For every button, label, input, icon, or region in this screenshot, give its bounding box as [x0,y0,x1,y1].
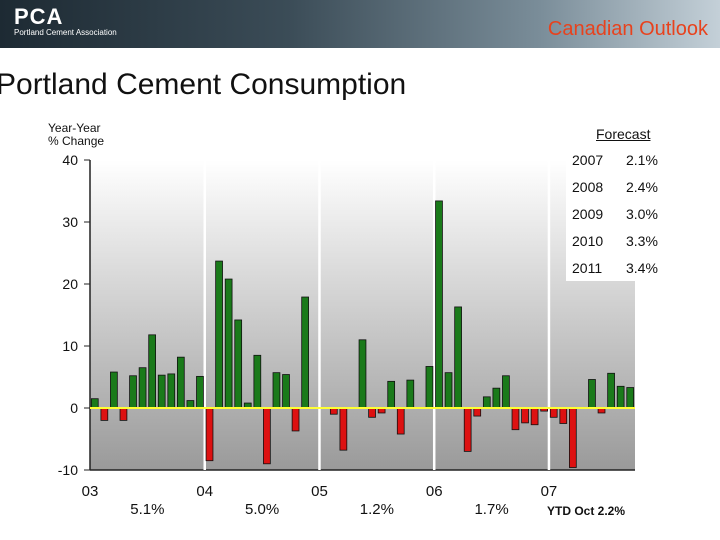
logo-mark: PCA [14,4,64,29]
bar [148,334,156,409]
year-label: 07 [541,483,558,500]
bar [138,367,147,409]
annual-change-label: 1.2% [360,501,394,518]
bar [406,379,415,409]
bar [263,407,271,465]
bar [368,407,376,418]
bar [626,387,635,409]
chart-title: Portland Cement Consumption [0,68,407,101]
bar [224,278,233,409]
forecast-year: 2011 [572,260,603,276]
bar [492,387,501,409]
header-title: Canadian Outlook [547,18,708,40]
forecast-row: 2010 3.3% [572,233,658,249]
pca-logo: PCA Portland Cement Association [14,4,117,37]
year-label: 05 [311,483,328,500]
y-tick-label: 0 [70,400,78,416]
year-label: 06 [426,483,443,500]
bar [90,398,99,409]
y-axis-label: Year-Year % Change [48,122,104,148]
bar [569,407,577,468]
bar [530,407,539,426]
bar [511,407,520,431]
year-label: 03 [82,483,99,500]
bar [588,379,596,409]
bar [444,372,453,409]
forecast-value: 3.3% [626,233,658,249]
forecast-value: 3.4% [626,260,658,276]
annual-change-label: 5.0% [245,501,279,518]
forecast-year: 2009 [572,206,604,222]
bar [616,385,625,409]
bar [129,375,137,409]
bar [186,400,195,409]
bar [100,407,109,421]
bar [215,260,223,409]
forecast-row: 2007 2.1% [572,152,658,168]
forecast-year: 2010 [572,233,604,249]
bar [167,373,176,409]
y-axis-label-line2: % Change [48,134,105,148]
bar [473,407,482,417]
bar [358,339,367,409]
forecast-value: 2.1% [626,152,658,168]
bar [502,375,510,409]
logo-subtitle: Portland Cement Association [14,28,117,37]
bar [549,407,558,418]
bar [157,374,166,409]
bar [454,306,462,409]
bar [291,407,300,432]
annual-change-label: 5.1% [130,501,164,518]
y-axis-label-line1: Year-Year [48,121,101,135]
forecast-heading: Forecast [596,126,651,142]
bar [559,407,568,424]
bar [301,296,309,409]
annual-change-label: 1.7% [474,501,508,518]
bar [425,366,434,409]
bar [176,356,185,409]
forecast-row: 2011 3.4% [572,260,658,276]
forecast-value: 2.4% [626,179,658,195]
y-tick-label: 10 [62,338,78,354]
plot-area [90,160,635,470]
bar [482,396,491,409]
forecast-row: 2009 3.0% [572,206,658,222]
bar [110,371,118,409]
y-tick-label: 40 [62,152,78,168]
forecast-year: 2007 [572,152,604,168]
bar [396,407,405,435]
y-tick-label: -10 [58,462,78,478]
bar [196,375,204,409]
y-tick-label: 20 [62,276,78,292]
bar [387,380,396,409]
bar [339,407,348,451]
bar [282,374,290,409]
bar [607,372,615,409]
ytd-label: YTD Oct 2.2% [547,504,626,518]
bar [234,319,243,409]
header-bar: PCA Portland Cement Association Canadian… [0,0,720,48]
y-tick-label: 30 [62,214,78,230]
bar [119,407,128,421]
year-label: 04 [196,483,213,500]
bar [435,200,443,409]
bar [463,407,472,452]
bar [205,407,214,462]
forecast-row: 2008 2.4% [572,179,658,195]
forecast-value: 3.0% [626,206,658,222]
bar [521,407,529,424]
forecast-box: Forecast 2007 2.1% 2008 2.4% 2009 3.0% 2010… [566,124,660,281]
bar [272,372,281,409]
bar [253,354,262,409]
forecast-year: 2008 [572,179,604,195]
